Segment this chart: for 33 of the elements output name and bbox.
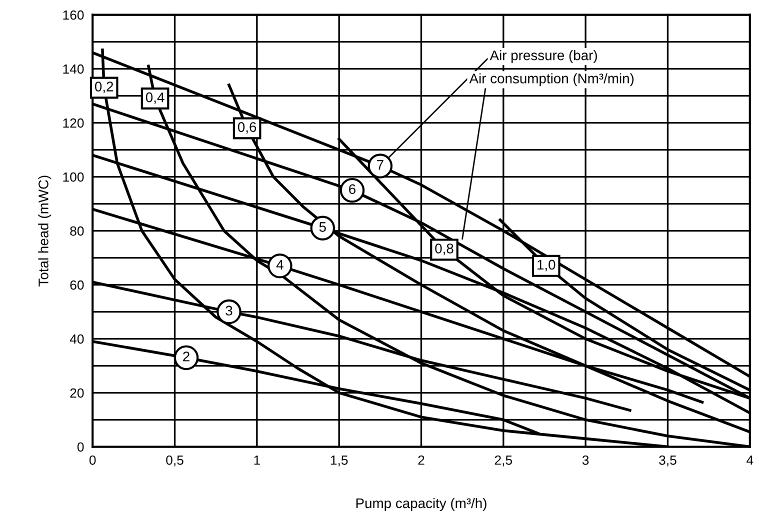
series-label: 0,4 bbox=[146, 92, 164, 104]
series-label: 0,8 bbox=[435, 244, 454, 256]
series-label: 5 bbox=[319, 222, 326, 232]
x-tick-label: 3,5 bbox=[659, 455, 676, 466]
x-tick-label: 1 bbox=[254, 456, 260, 465]
x-tick-label: 3 bbox=[582, 455, 589, 465]
series-label: 0,2 bbox=[94, 82, 114, 94]
series-label: 2 bbox=[183, 352, 190, 362]
annotation: Air pressure (bar) bbox=[490, 50, 597, 64]
y-tick-label: 60 bbox=[70, 280, 84, 290]
y-tick-label: 100 bbox=[63, 172, 84, 182]
x-axis-title: Pump capacity (m³/h) bbox=[356, 498, 486, 511]
annotation: Air consumption (Nm³/min) bbox=[469, 73, 634, 86]
series-label: 7 bbox=[377, 160, 384, 170]
y-tick-label: 140 bbox=[63, 64, 84, 74]
y-tick-label: 0 bbox=[77, 442, 84, 452]
x-tick-label: 0 bbox=[89, 455, 96, 465]
y-tick-label: 160 bbox=[63, 10, 84, 20]
x-tick-label: 1,5 bbox=[330, 456, 348, 466]
series-label: 4 bbox=[276, 260, 284, 270]
series-label: 0,6 bbox=[238, 122, 256, 134]
y-tick-label: 20 bbox=[70, 388, 84, 398]
x-tick-label: 4 bbox=[746, 456, 754, 465]
y-tick-label: 80 bbox=[70, 226, 84, 236]
y-tick-label: 120 bbox=[63, 118, 84, 128]
x-tick-label: 2 bbox=[418, 455, 424, 465]
x-tick-label: 2,5 bbox=[494, 455, 512, 466]
series-label: 1,0 bbox=[538, 260, 556, 272]
series-label: 6 bbox=[349, 184, 356, 194]
y-tick-label: 40 bbox=[70, 334, 84, 344]
series-label: 3 bbox=[226, 306, 232, 316]
x-tick-label: 0,5 bbox=[166, 455, 184, 466]
y-axis-title: Total head (mWC) bbox=[38, 176, 52, 286]
